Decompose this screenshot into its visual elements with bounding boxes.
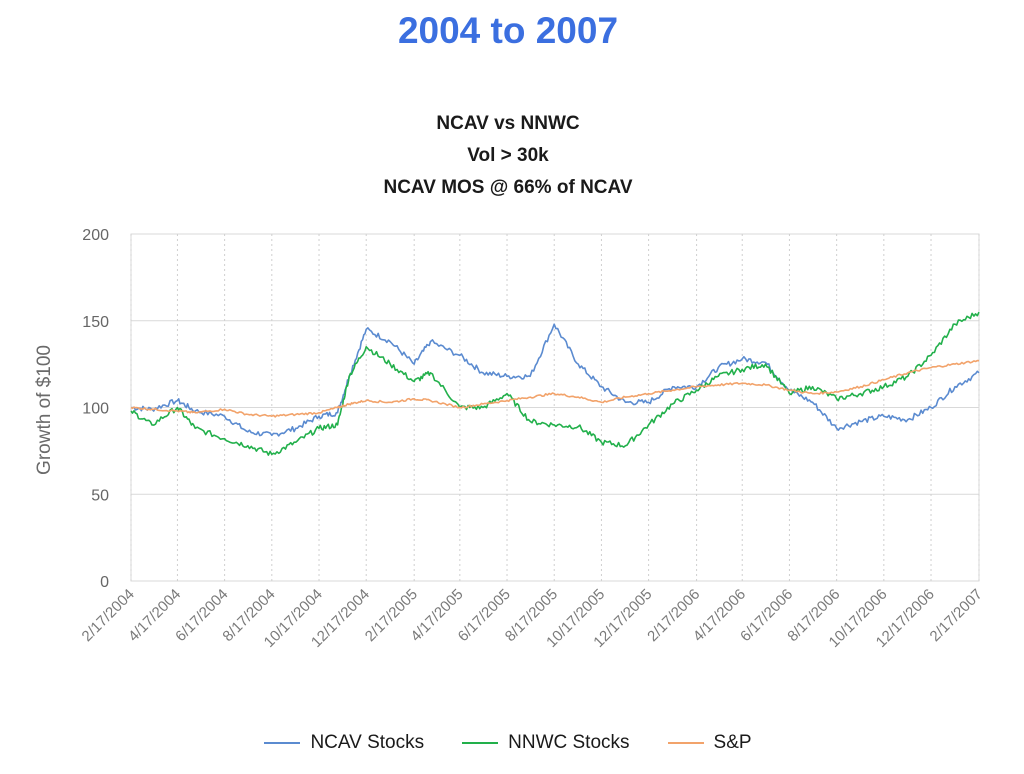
chart-title-line-2: Vol > 30k <box>467 145 549 166</box>
y-tick-label: 100 <box>82 401 109 418</box>
legend-label-nnwc: NNWC Stocks <box>508 732 630 753</box>
y-tick-label: 150 <box>82 314 109 331</box>
grid-lines <box>130 233 980 582</box>
y-tick-label: 200 <box>82 227 109 244</box>
legend-label-ncav: NCAV Stocks <box>310 732 425 753</box>
legend: NCAV Stocks NNWC Stocks S&P <box>0 732 1016 754</box>
x-tick-label: 2/17/2007 <box>927 586 986 645</box>
legend-item-nnwc: NNWC Stocks <box>462 732 630 754</box>
series-line-ncav <box>130 323 980 437</box>
legend-label-sp: S&P <box>713 732 752 753</box>
y-tick-label: 0 <box>100 574 109 591</box>
chart-title-line-1: NCAV vs NNWC <box>436 113 580 134</box>
y-axis-title: Growth of $100 <box>34 345 55 475</box>
page-heading: 2004 to 2007 <box>397 10 619 51</box>
x-axis-ticks: 2/17/20044/17/20046/17/20048/17/200410/1… <box>79 586 986 651</box>
series-line-sp <box>130 359 980 418</box>
y-axis-ticks: 0 50 100 150 200 <box>82 227 109 591</box>
legend-item-ncav: NCAV Stocks <box>264 732 424 754</box>
series-line-nnwc <box>130 311 980 456</box>
series-lines <box>130 311 980 456</box>
legend-swatch-sp <box>667 742 704 744</box>
legend-swatch-ncav <box>264 742 301 744</box>
y-tick-label: 50 <box>91 487 109 504</box>
legend-swatch-nnwc <box>462 742 499 744</box>
legend-item-sp: S&P <box>667 732 752 754</box>
chart-title-line-3: NCAV MOS @ 66% of NCAV <box>383 177 633 198</box>
